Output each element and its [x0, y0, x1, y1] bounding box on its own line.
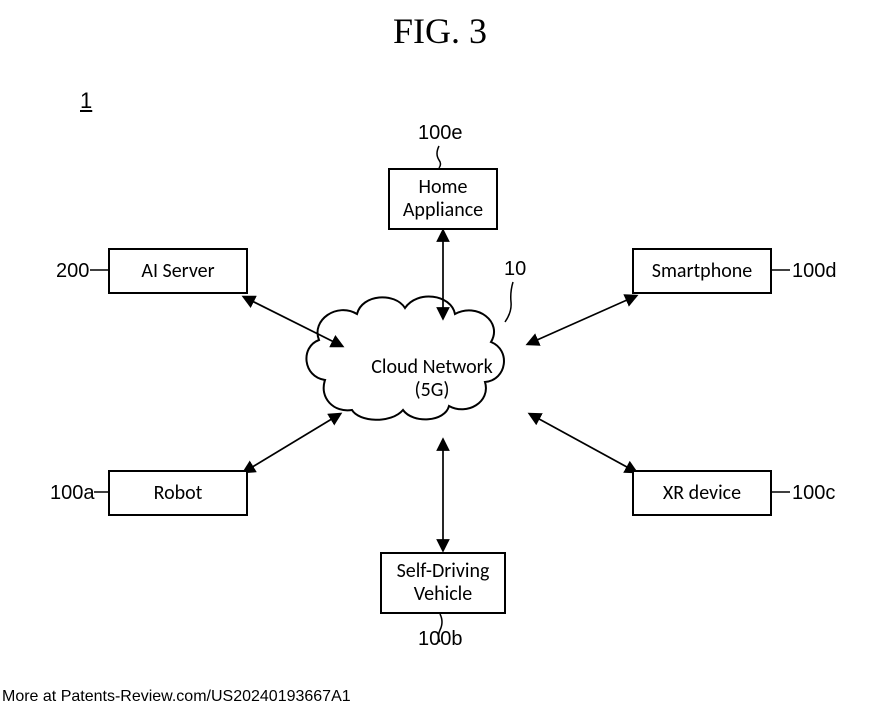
node-xr-device-label: XR device [663, 482, 741, 505]
ref-100e: 100e [418, 122, 463, 145]
cloud-label-line2: (5G) [415, 378, 450, 402]
node-home-appliance-label: Home Appliance [403, 176, 483, 222]
node-xr-device: XR device [632, 470, 772, 516]
lead-line-cloud [505, 282, 513, 322]
arrow-xr-device [530, 414, 636, 472]
ref-10: 10 [504, 258, 526, 281]
node-ai-server: AI Server [108, 248, 248, 294]
node-ai-server-label: AI Server [141, 260, 214, 283]
ref-100a: 100a [50, 482, 95, 505]
node-smartphone-label: Smartphone [652, 260, 752, 283]
node-smartphone: Smartphone [632, 248, 772, 294]
node-self-driving-vehicle: Self-Driving Vehicle [380, 552, 506, 614]
cloud-label-line1: Cloud Network [371, 355, 493, 379]
system-reference-number: 1 [80, 88, 92, 114]
footnote-text: More at Patents-Review.com/US20240193667… [2, 688, 351, 706]
ref-100d: 100d [792, 260, 837, 283]
ref-100b: 100b [418, 628, 463, 651]
cloud-network-node: Cloud Network (5G) [322, 320, 542, 440]
node-home-appliance: Home Appliance [388, 168, 498, 230]
arrow-smartphone [528, 296, 636, 344]
ref-100c: 100c [792, 482, 835, 505]
node-self-driving-vehicle-label: Self-Driving Vehicle [397, 560, 490, 606]
ref-200: 200 [56, 260, 89, 283]
node-robot-label: Robot [154, 482, 203, 505]
lead-line-100e [437, 146, 441, 168]
node-robot: Robot [108, 470, 248, 516]
figure-title: FIG. 3 [393, 10, 487, 52]
